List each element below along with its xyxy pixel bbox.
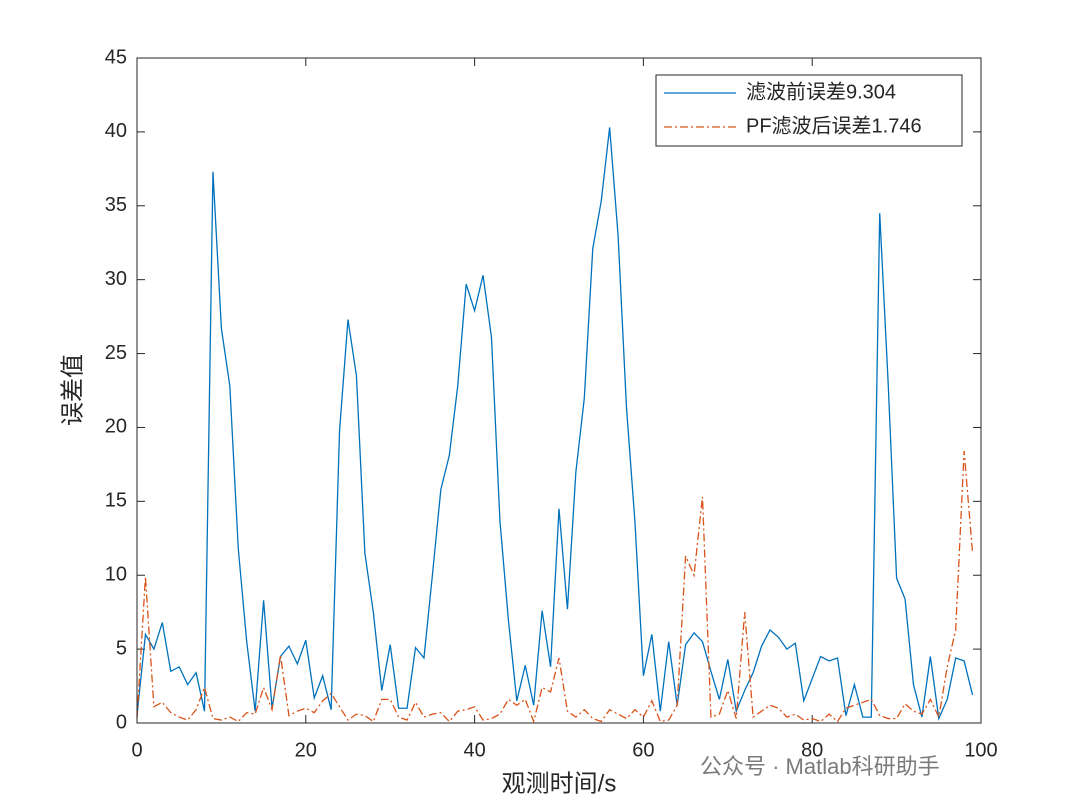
x-tick-label: 0 <box>131 739 142 761</box>
x-tick-label: 40 <box>463 739 485 761</box>
y-tick-label: 10 <box>105 564 127 586</box>
y-axis-label: 误差值 <box>59 354 86 426</box>
x-tick-label: 100 <box>964 739 997 761</box>
y-tick-label: 5 <box>116 637 127 659</box>
y-tick-label: 20 <box>105 416 127 438</box>
legend-label: PF滤波后误差1.746 <box>746 114 922 137</box>
plot-area <box>137 58 981 723</box>
y-tick-label: 30 <box>105 268 127 290</box>
axes-box <box>136 57 982 724</box>
data-line <box>136 451 974 724</box>
y-tick-label: 40 <box>105 120 127 142</box>
x-tick-label: 60 <box>632 739 654 761</box>
x-tick-label: 20 <box>295 739 317 761</box>
y-tick-label: 45 <box>105 46 127 68</box>
legend-box <box>655 74 963 147</box>
legend: 滤波前误差9.304 PF滤波后误差1.746 <box>655 74 963 147</box>
legend-label: 滤波前误差9.304 <box>746 80 896 103</box>
data-line <box>136 127 974 721</box>
y-tick-label: 0 <box>116 711 127 733</box>
y-tick-label: 15 <box>105 490 127 512</box>
x-axis-label: 观测时间/s <box>502 770 617 797</box>
x-tick-label: 80 <box>801 739 823 761</box>
watermark: 公众号 · Matlab科研助手 <box>700 754 940 779</box>
y-tick-label: 25 <box>105 342 127 364</box>
y-tick-label: 35 <box>105 194 127 216</box>
